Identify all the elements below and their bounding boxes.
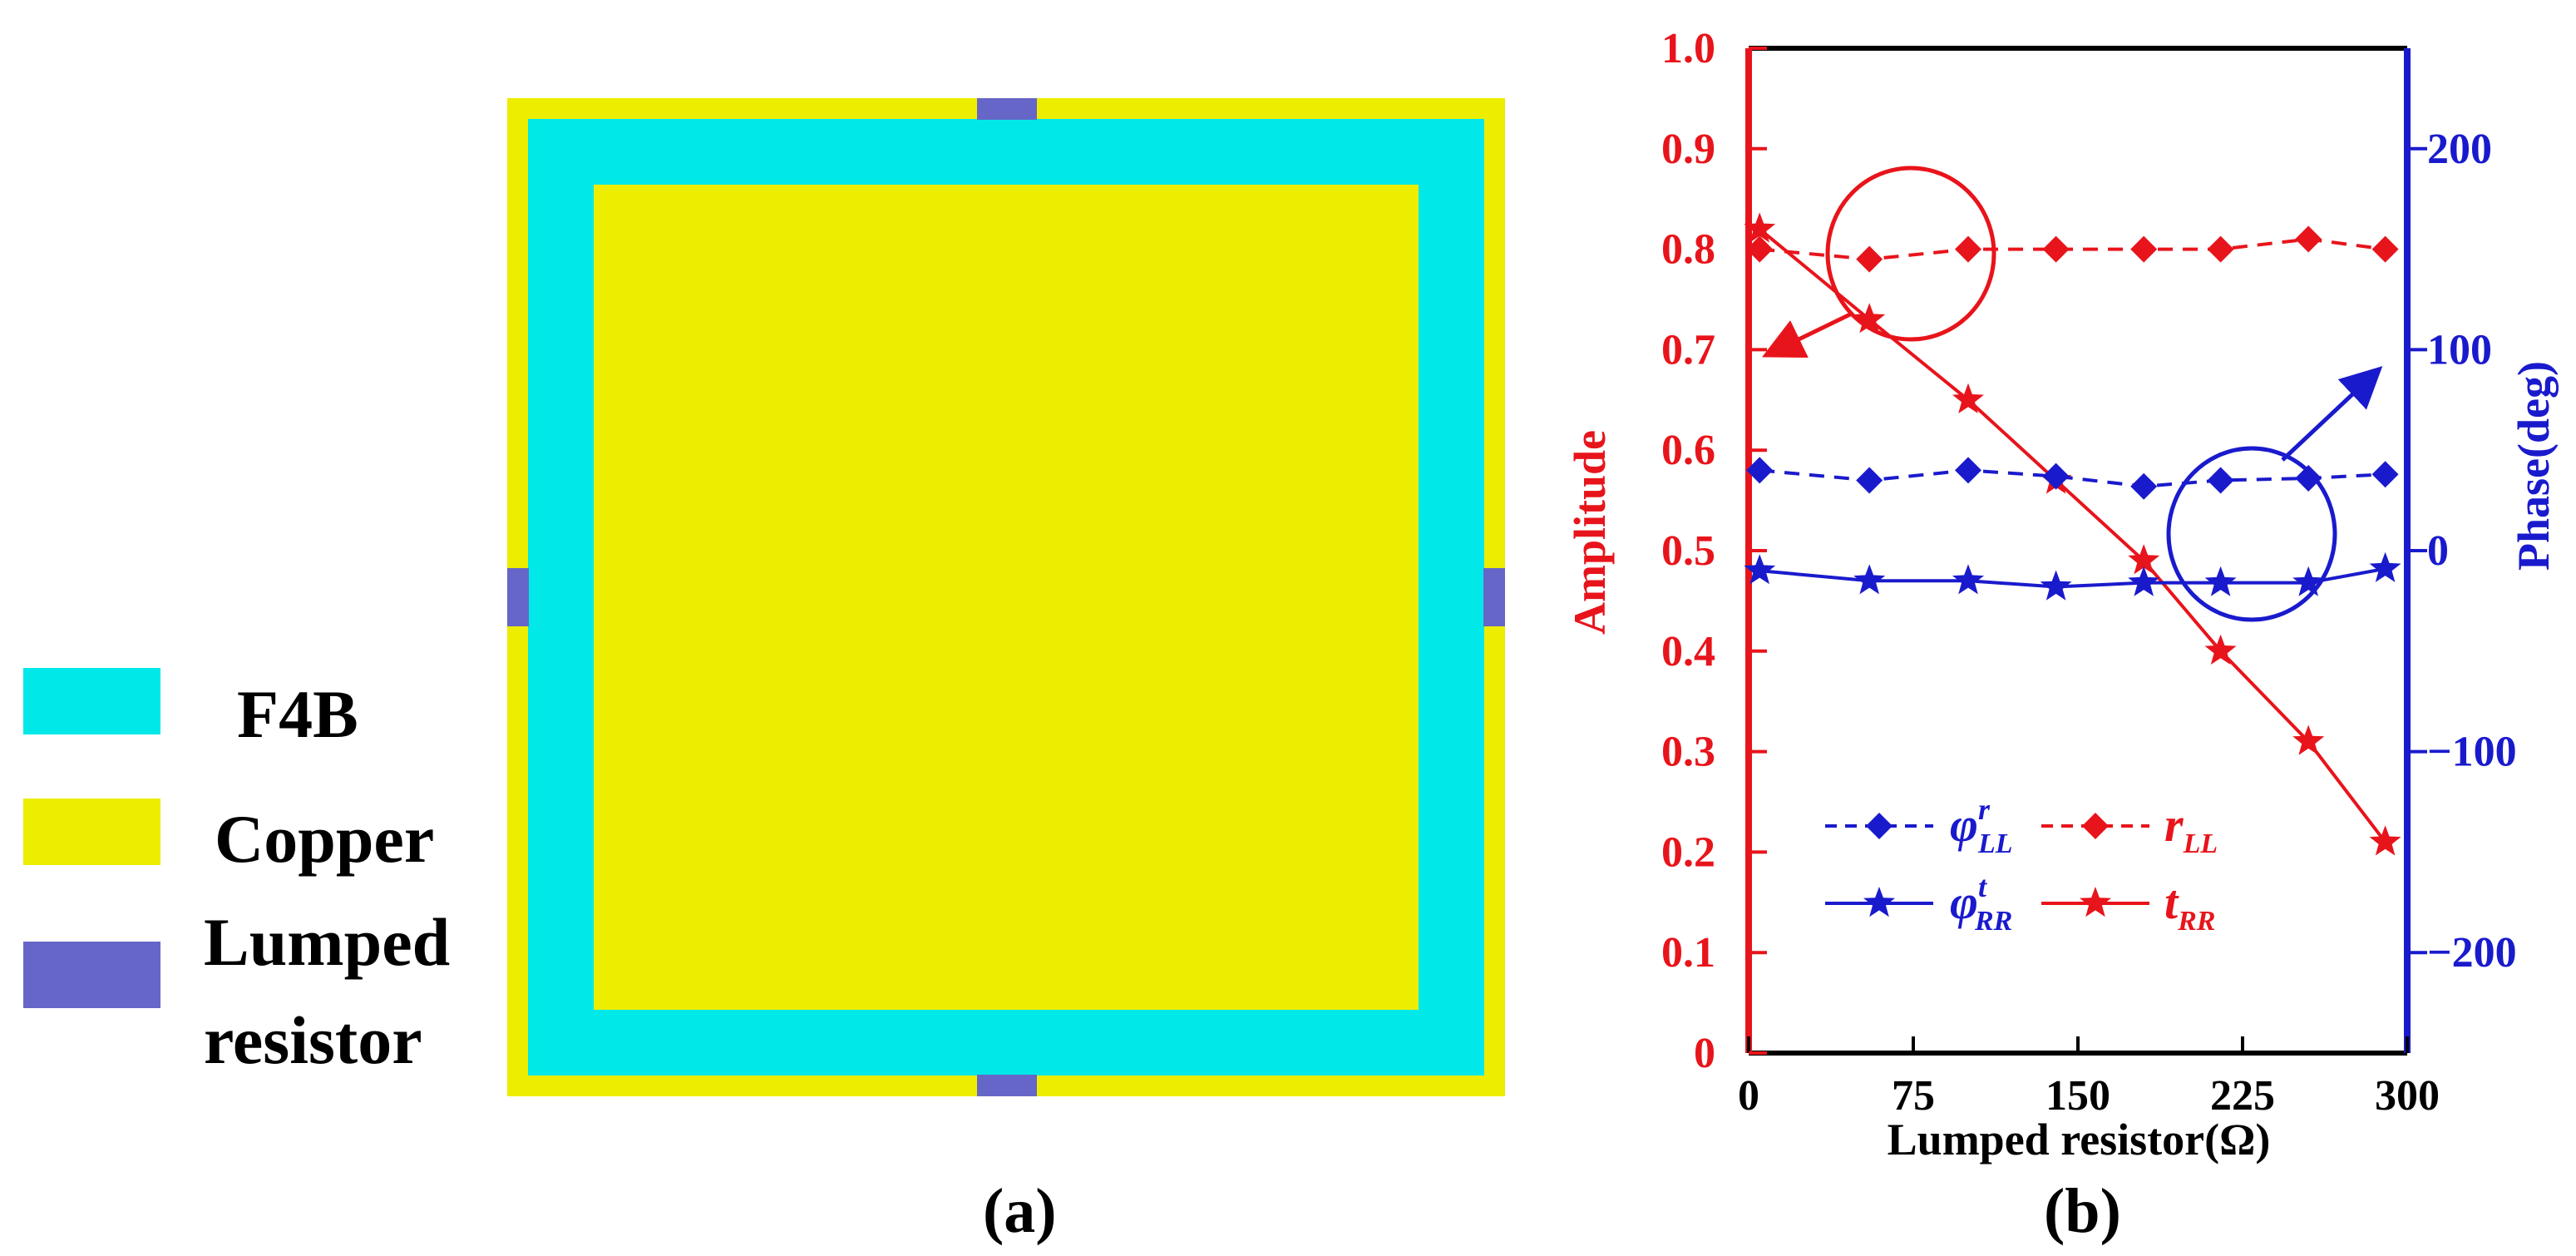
data-point-t_RR (1744, 212, 1776, 243)
data-point-t_RR (2369, 825, 2401, 856)
series-line-φt_RR (1759, 566, 2386, 589)
data-point-r_LL (2042, 235, 2070, 263)
data-point-t_RR (2204, 634, 2237, 665)
f4b-label: F4B (237, 676, 358, 752)
x-tick-label: 225 (2210, 1072, 2275, 1120)
data-point-φt_RR (1853, 564, 1886, 595)
data-point-φr_LL (1746, 457, 1774, 484)
data-point-t_RR (2128, 544, 2160, 575)
data-point-φr_LL (2042, 462, 2070, 490)
x-tick-label: 300 (2375, 1072, 2440, 1120)
data-point-φt_RR (2128, 566, 2160, 596)
data-point-φr_LL (2295, 465, 2322, 492)
x-tick-label: 150 (2046, 1072, 2110, 1120)
resistor-right (1483, 568, 1505, 626)
legend-label-φt_RR: φt RR (1950, 870, 2012, 937)
y-left-tick-label: 0.8 (1661, 226, 1715, 274)
data-point-φr_LL (1856, 467, 1883, 494)
data-point-r_LL (1856, 245, 1883, 273)
y-right-tick-label: 100 (2427, 326, 2492, 373)
red-arrow-annotation (1762, 312, 1852, 359)
x-tick-label: 0 (1738, 1072, 1759, 1120)
data-point-φt_RR (2204, 566, 2237, 596)
data-point-r_LL (1746, 235, 1774, 263)
data-point-t_RR (1952, 383, 1984, 413)
y-right-tick-label: −200 (2427, 929, 2517, 977)
legend-marker-t_RR (2080, 887, 2111, 917)
y-left-tick-label: 0.9 (1661, 126, 1715, 173)
data-point-r_LL (1955, 235, 1981, 263)
red-circle-annotation (1825, 166, 1996, 342)
y-left-tick-label: 0.1 (1661, 929, 1715, 977)
legend-label-t_RR: tRR (2164, 875, 2215, 937)
panel-a: F4B Copper Lumped resistor (a) (23, 98, 1505, 1246)
blue-arrow-annotation (2281, 366, 2383, 462)
data-point-φt_RR (2292, 566, 2325, 596)
y-left-tick-label: 0 (1694, 1030, 1715, 1077)
y-right-tick-label: 0 (2427, 527, 2449, 575)
resistor-top (977, 98, 1037, 120)
legend-label-φr_LL: φr LL (1950, 793, 2013, 859)
resistor-swatch (23, 942, 160, 1008)
series-line-t_RR (1758, 227, 2387, 843)
data-point-r_LL (2130, 235, 2158, 263)
data-point-φr_LL (2130, 472, 2158, 500)
copper-label: Copper (215, 801, 435, 877)
resistor-label: resistor (204, 1002, 422, 1078)
data-point-φr_LL (2207, 467, 2234, 494)
copper-patch (594, 185, 1419, 1010)
data-point-φt_RR (2040, 570, 2072, 601)
y-right-axis-label: Phase(deg) (2509, 361, 2559, 571)
caption-a: (a) (983, 1176, 1057, 1246)
data-point-t_RR (1853, 303, 1886, 334)
lumped-label: Lumped (204, 904, 451, 980)
resistor-bottom (977, 1075, 1037, 1096)
y-left-tick-label: 0.3 (1661, 729, 1715, 776)
resistor-left (507, 568, 529, 626)
data-point-r_LL (2371, 235, 2399, 263)
y-left-tick-label: 0.2 (1661, 828, 1715, 876)
data-point-φt_RR (1744, 554, 1776, 585)
legend-marker-φt_RR (1863, 887, 1895, 917)
blue-circle-annotation (2166, 446, 2337, 622)
data-point-φr_LL (2371, 461, 2399, 488)
y-left-tick-label: 0.6 (1661, 427, 1715, 474)
data-point-r_LL (2207, 235, 2234, 263)
series-line-φr_LL (1759, 468, 2386, 488)
data-point-φr_LL (1955, 457, 1981, 484)
y-left-tick-label: 1.0 (1661, 25, 1715, 72)
y-left-tick-label: 0.5 (1661, 527, 1715, 575)
legend-marker-φr_LL (1866, 813, 1893, 839)
x-axis-label: Lumped resistor(Ω) (1888, 1115, 2271, 1165)
unit-cell-diagram (507, 98, 1505, 1096)
series-line-r_LL (1759, 237, 2386, 261)
y-left-axis-label: Amplitude (1565, 430, 1615, 635)
y-right-tick-label: 200 (2427, 126, 2492, 173)
data-point-φt_RR (1952, 564, 1984, 595)
y-left-tick-label: 0.4 (1661, 628, 1715, 675)
y-left-tick-label: 0.7 (1661, 326, 1715, 373)
caption-b: (b) (2044, 1176, 2121, 1246)
x-tick-label: 75 (1892, 1072, 1935, 1120)
data-point-r_LL (2295, 225, 2322, 253)
data-point-φt_RR (2369, 551, 2401, 582)
data-point-t_RR (2292, 724, 2325, 755)
legend-label-r_LL: rLL (2164, 798, 2218, 859)
legend-marker-r_LL (2082, 813, 2109, 839)
y-right-tick-label: −100 (2427, 729, 2517, 776)
copper-swatch (23, 799, 160, 865)
f4b-swatch (23, 668, 160, 734)
